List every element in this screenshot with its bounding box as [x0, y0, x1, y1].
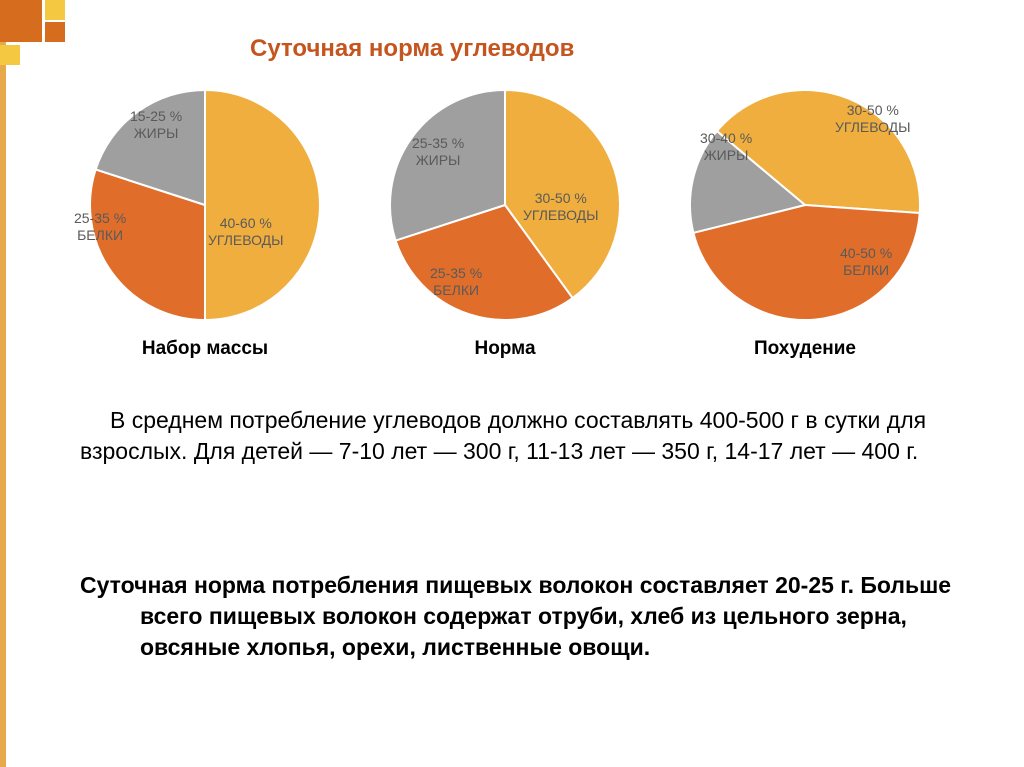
chart-caption: Похудение: [754, 338, 856, 360]
decoration-block: [45, 22, 65, 42]
pie-slice: [205, 90, 320, 320]
slice-label: 30-50 %УГЛЕВОДЫ: [523, 190, 599, 224]
chart-caption: Набор массы: [142, 338, 268, 360]
paragraph-fiber: Суточная норма потребления пищевых волок…: [80, 570, 964, 663]
pie-chart-group: 30-50 %УГЛЕВОДЫ 25-35 %БЕЛКИ 25-35 %ЖИРЫ Но…: [390, 90, 620, 360]
slice-label: 25-35 %БЕЛКИ: [74, 210, 126, 244]
pie-charts-row: 40-60 %УГЛЕВОДЫ25-35 %БЕЛКИ15-25 %ЖИРЫНа…: [90, 90, 920, 360]
slice-label: 25-35 %БЕЛКИ: [430, 265, 482, 299]
left-accent-bar: [0, 0, 6, 767]
pie-chart: 30-50 %УГЛЕВОДЫ 25-35 %БЕЛКИ 25-35 %ЖИРЫ: [390, 90, 620, 320]
slice-label: 25-35 %ЖИРЫ: [412, 135, 464, 169]
slice-label: 30-40 %ЖИРЫ: [700, 130, 752, 164]
pie-chart-group: 40-60 %УГЛЕВОДЫ25-35 %БЕЛКИ15-25 %ЖИРЫ На…: [90, 90, 320, 360]
chart-caption: Норма: [474, 338, 535, 360]
pie-chart: 30-50 %УГЛЕВОДЫ 40-50 %БЕЛКИ 30-40 %ЖИРЫ: [690, 90, 920, 320]
page-title: Суточная норма углеводов: [250, 35, 574, 63]
slice-label: 15-25 %ЖИРЫ: [130, 108, 182, 142]
paragraph-consumption: В среднем потребление углеводов должно с…: [80, 405, 964, 467]
slice-label: 30-50 %УГЛЕВОДЫ: [835, 102, 911, 136]
pie-chart: 40-60 %УГЛЕВОДЫ25-35 %БЕЛКИ15-25 %ЖИРЫ: [90, 90, 320, 320]
slice-label: 40-60 %УГЛЕВОДЫ: [208, 215, 284, 249]
slice-label: 40-50 %БЕЛКИ: [840, 245, 892, 279]
decoration-block: [0, 45, 20, 65]
pie-chart-group: 30-50 %УГЛЕВОДЫ 40-50 %БЕЛКИ 30-40 %ЖИРЫ По…: [690, 90, 920, 360]
decoration-block: [0, 0, 42, 42]
decoration-block: [45, 0, 65, 20]
